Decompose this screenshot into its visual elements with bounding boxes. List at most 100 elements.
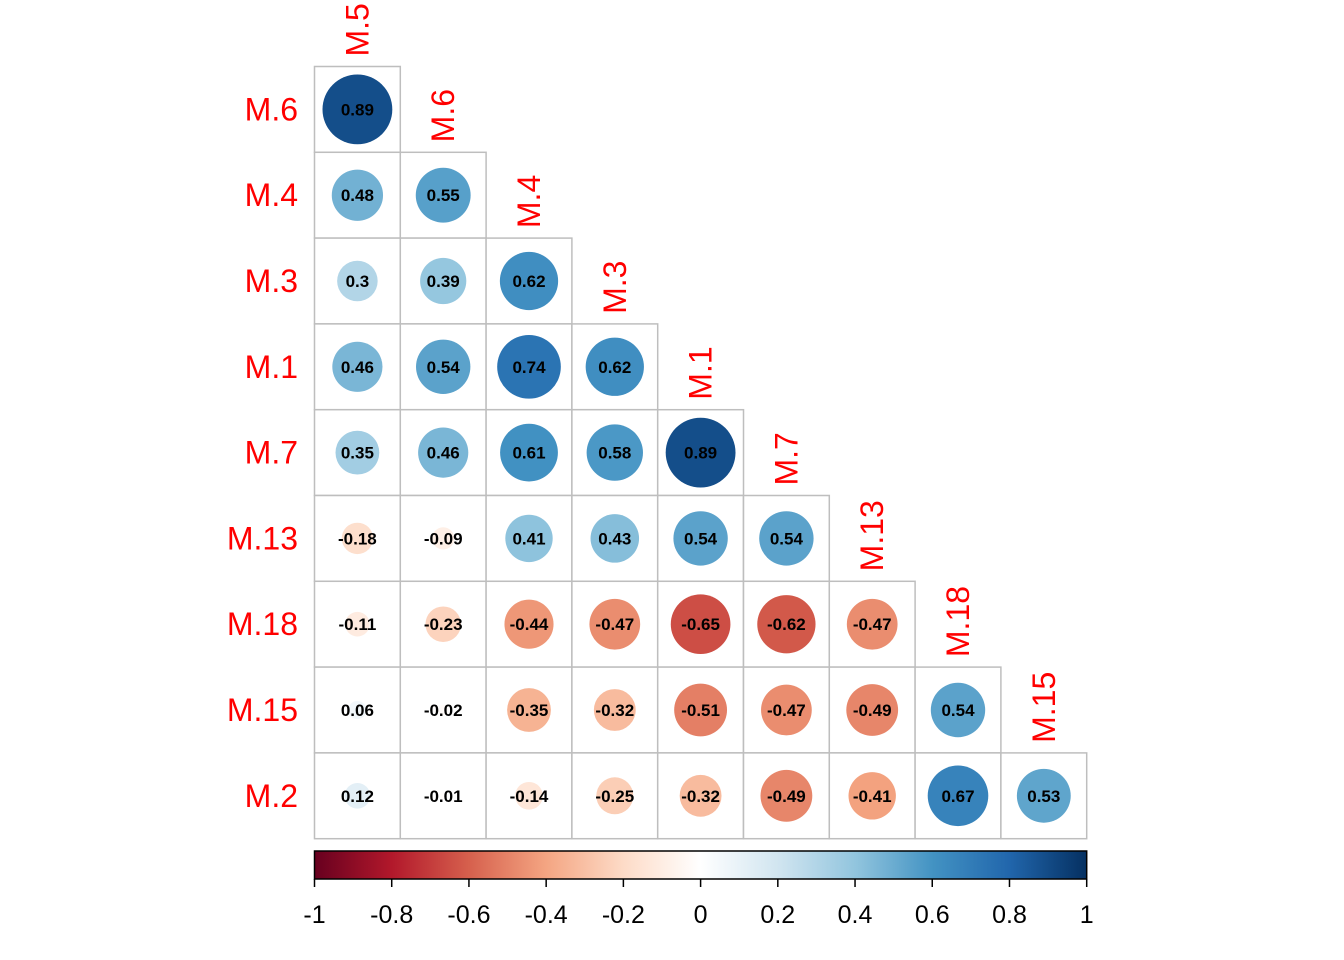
- corr-cell: 0.53: [1000, 752, 1088, 840]
- corr-circle: [418, 427, 469, 478]
- row-label: M.4: [245, 177, 298, 213]
- corr-circle: [679, 774, 722, 817]
- corr-cell: 0.46: [313, 323, 402, 411]
- cell-border: [828, 580, 916, 668]
- corr-cell: -0.41: [828, 752, 916, 840]
- corr-value-label: 0.54: [941, 701, 975, 720]
- corr-cell: 0.3: [313, 237, 402, 325]
- corr-circle: [504, 599, 554, 649]
- corr-circle: [437, 704, 449, 716]
- corr-circle: [497, 334, 561, 399]
- corr-circle: [331, 169, 384, 221]
- colorbar-tick-label: 0: [694, 901, 708, 929]
- corr-value-label: 0.53: [1027, 787, 1060, 806]
- corr-cell: -0.02: [399, 666, 487, 754]
- correlation-cells: 0.89 0.48 0.55 0.3 0.39 0.62 0.46 0.54 0.74 0.62 0…: [313, 65, 1088, 840]
- corr-circle: [674, 683, 728, 737]
- corr-value-label: -0.47: [853, 615, 892, 634]
- corr-cell: -0.44: [485, 580, 573, 668]
- corr-circle: [593, 689, 636, 731]
- corr-value-label: -0.02: [424, 701, 463, 720]
- corr-cell: -0.25: [571, 752, 659, 840]
- corr-circle: [499, 251, 559, 311]
- column-label: M.5: [339, 3, 375, 56]
- corr-value-label: -0.25: [595, 787, 634, 806]
- corr-cell: 0.54: [399, 323, 487, 411]
- row-labels: M.6 M.4 M.3 M.1 M.7 M.13 M.18 M.15 M.2: [227, 91, 298, 813]
- corr-circle: [332, 341, 383, 392]
- corr-value-label: -0.18: [338, 529, 377, 548]
- corr-circle: [759, 511, 814, 566]
- row-label: M.6: [245, 91, 298, 127]
- corr-value-label: -0.32: [681, 787, 720, 806]
- column-labels: M.5 M.6 M.4 M.3 M.1 M.7 M.13 M.18 M.15: [339, 3, 1061, 743]
- corr-value-label: 0.54: [684, 529, 718, 548]
- corr-circle: [341, 522, 374, 555]
- corr-circle: [670, 594, 731, 655]
- colorbar-tick-label: 0.2: [760, 901, 795, 929]
- corr-cell: 0.55: [399, 151, 487, 239]
- corr-circle: [348, 700, 367, 720]
- column-label: M.13: [854, 500, 890, 571]
- corr-cell: -0.65: [656, 580, 745, 668]
- colorbar: -1 -0.8 -0.6 -0.4 -0.2 0 0.2 0.4 0.6 0.8 1: [303, 850, 1094, 929]
- corr-cell: 0.12: [313, 752, 402, 840]
- cell-border: [914, 666, 1002, 754]
- corr-cell: -0.14: [485, 752, 573, 840]
- corr-circle: [586, 424, 643, 481]
- corr-circle: [1016, 768, 1071, 823]
- row-label: M.13: [227, 520, 298, 556]
- corr-circle: [425, 606, 461, 642]
- corr-value-label: -0.11: [338, 615, 376, 634]
- corr-cell: -0.47: [571, 580, 659, 668]
- row-label: M.1: [245, 349, 298, 385]
- corr-cell: 0.54: [742, 494, 831, 583]
- corr-value-label: 0.3: [346, 272, 370, 291]
- corr-value-label: -0.35: [510, 701, 549, 720]
- corr-circle: [760, 769, 813, 822]
- corr-circle: [507, 688, 551, 732]
- corr-cell: -0.51: [656, 666, 745, 754]
- column-label: M.7: [768, 432, 804, 485]
- colorbar-tick-label: 0.8: [992, 901, 1027, 929]
- colorbar-tick-label: -0.8: [370, 901, 413, 929]
- row-label: M.3: [245, 263, 298, 299]
- corr-value-label: 0.41: [512, 529, 545, 548]
- corr-value-label: -0.44: [510, 615, 549, 634]
- corr-cell: 0.67: [914, 752, 1002, 840]
- corr-circle: [761, 684, 812, 736]
- corr-circle: [846, 684, 899, 736]
- corr-circle: [930, 682, 986, 738]
- corr-value-label: 0.62: [598, 358, 631, 377]
- corr-circle: [515, 781, 543, 810]
- corr-cell: -0.32: [571, 666, 659, 754]
- corr-circle: [345, 611, 370, 637]
- corr-cell: -0.35: [485, 666, 573, 754]
- row-label: M.7: [245, 435, 298, 471]
- corr-cell: -0.47: [828, 580, 916, 668]
- corr-value-label: 0.12: [341, 787, 374, 806]
- corr-value-label: 0.61: [512, 444, 545, 463]
- corr-cell: 0.54: [656, 494, 745, 583]
- colorbar-tick-label: -0.2: [602, 901, 645, 929]
- column-label: M.18: [940, 586, 976, 657]
- corr-circle: [432, 527, 455, 550]
- corr-cell: 0.43: [571, 494, 659, 583]
- corr-cell: -0.01: [399, 752, 487, 840]
- corr-circle: [589, 598, 641, 650]
- corr-value-label: 0.48: [341, 186, 374, 205]
- corr-circle: [673, 511, 728, 566]
- corr-value-label: -0.49: [767, 787, 806, 806]
- column-label: M.4: [511, 175, 547, 228]
- corr-cell: 0.74: [485, 323, 573, 411]
- corr-value-label: 0.58: [598, 444, 631, 463]
- colorbar-tick-label: 0.6: [915, 901, 950, 929]
- corr-cell: 0.89: [656, 408, 745, 497]
- corr-cell: -0.62: [742, 580, 831, 668]
- colorbar-tick-label: -0.6: [447, 901, 490, 929]
- corr-circle: [500, 423, 558, 482]
- corr-value-label: 0.54: [770, 529, 804, 548]
- row-label: M.2: [245, 778, 298, 814]
- corr-cell: 0.48: [313, 151, 402, 239]
